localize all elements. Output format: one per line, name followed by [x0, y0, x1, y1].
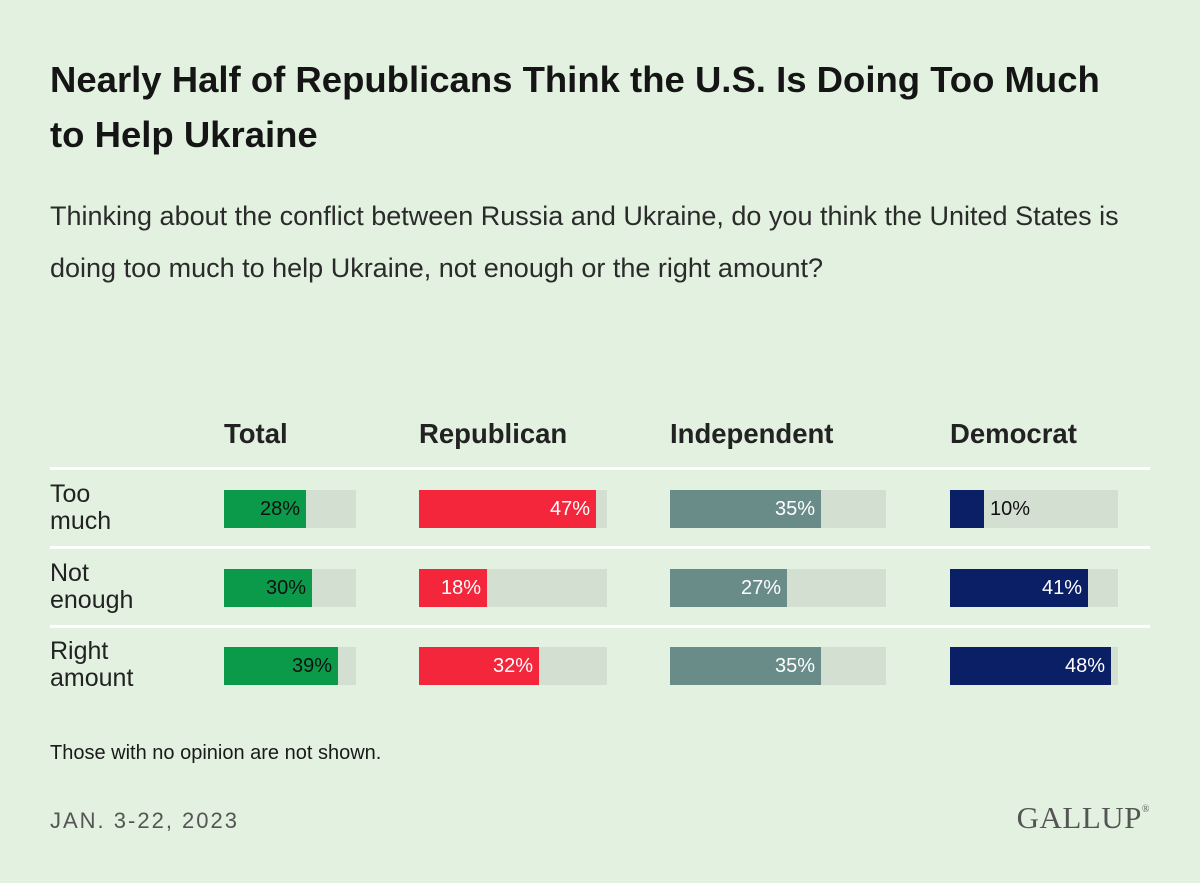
row-divider — [50, 625, 1150, 628]
bar-republican — [419, 647, 539, 685]
bar-total — [224, 490, 306, 528]
data-label: 28% — [259, 498, 300, 520]
row-divider — [50, 467, 1150, 470]
column-header-democrat: Democrat — [950, 418, 1077, 449]
data-label: 32% — [492, 655, 533, 677]
row-label-line: amount — [50, 664, 134, 692]
chart-title: Nearly Half of Republicans Think the U.S… — [50, 59, 1100, 155]
column-header-republican: Republican — [419, 418, 568, 449]
bar-democrat — [950, 569, 1088, 607]
bar-independent — [670, 647, 821, 685]
data-label: 47% — [549, 498, 590, 520]
bar-democrat — [950, 490, 984, 528]
survey-date: JAN. 3-22, 2023 — [50, 808, 239, 833]
data-label: 35% — [774, 655, 815, 677]
row-label-line: Not — [50, 559, 89, 587]
data-label: 10% — [990, 498, 1031, 520]
row-label: Too much — [50, 481, 220, 535]
bar-republican — [419, 490, 596, 528]
bar-independent — [670, 569, 787, 607]
registered-mark: ® — [1141, 804, 1150, 815]
row-label: Right amount — [50, 638, 220, 692]
data-label: 39% — [291, 655, 332, 677]
data-label: 27% — [740, 577, 781, 599]
bar-total — [224, 569, 312, 607]
data-label: 30% — [265, 577, 306, 599]
column-header-total: Total — [224, 418, 288, 449]
gallup-logo-text: GALLUP — [1016, 800, 1142, 835]
bar-total — [224, 647, 338, 685]
data-label: 18% — [440, 577, 481, 599]
column-header-independent: Independent — [670, 418, 834, 449]
row-label-line: much — [50, 507, 112, 535]
data-label: 41% — [1041, 577, 1082, 599]
bar-democrat — [950, 647, 1111, 685]
data-label: 35% — [774, 498, 815, 520]
chart-subtitle: Thinking about the conflict between Russ… — [50, 201, 1119, 283]
bar-independent — [670, 490, 821, 528]
gallup-logo: GALLUP® — [1017, 800, 1150, 836]
row-label-line: enough — [50, 586, 134, 614]
row-label-line: Too — [50, 480, 91, 508]
row-divider — [50, 546, 1150, 549]
row-label: Not enough — [50, 560, 220, 614]
footnote: Those with no opinion are not shown. — [50, 742, 382, 764]
bar-republican — [419, 569, 487, 607]
row-label-line: Right — [50, 637, 109, 665]
data-label: 48% — [1064, 655, 1105, 677]
